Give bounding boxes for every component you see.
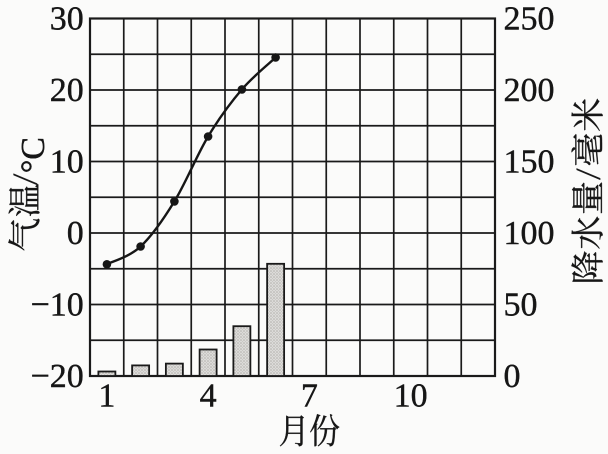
svg-text:10: 10: [394, 378, 428, 415]
svg-text:1: 1: [98, 378, 115, 415]
svg-text:150: 150: [504, 144, 555, 181]
svg-text:−20: −20: [31, 358, 84, 395]
svg-text:200: 200: [504, 72, 555, 109]
svg-text:30: 30: [50, 1, 84, 38]
svg-text:10: 10: [50, 144, 84, 181]
svg-text:20: 20: [50, 72, 84, 109]
svg-text:100: 100: [504, 215, 555, 252]
svg-text:7: 7: [301, 378, 318, 415]
svg-text:°C: °C: [15, 137, 52, 173]
svg-text:250: 250: [504, 1, 555, 38]
svg-text:50: 50: [504, 287, 538, 324]
svg-text:4: 4: [200, 378, 217, 415]
svg-text:0: 0: [67, 215, 84, 252]
svg-text:−10: −10: [31, 287, 84, 324]
svg-text:0: 0: [504, 358, 521, 395]
